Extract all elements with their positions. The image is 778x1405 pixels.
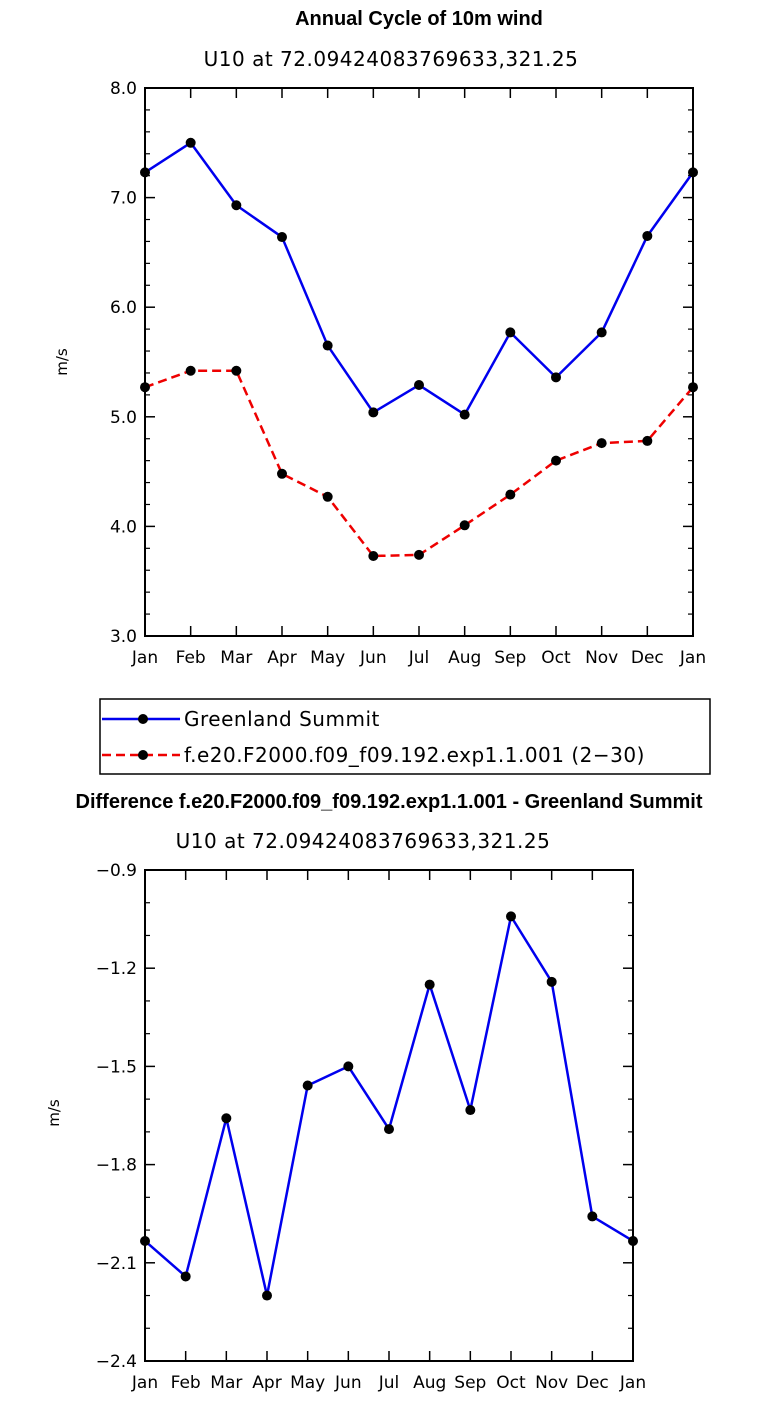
- top-series-1-point: [505, 489, 516, 500]
- bottom-series-0-point: [384, 1124, 394, 1135]
- top-y-tick-label: 8.0: [110, 79, 137, 99]
- top-y-tick-label: 4.0: [110, 517, 137, 537]
- top-series-1-point: [368, 550, 379, 561]
- legend-label-greenland-summit: Greenland Summit: [184, 707, 380, 731]
- top-series-0-point: [459, 409, 470, 420]
- bottom-series-0-point: [506, 911, 516, 922]
- bottom-y-tick-label: −1.2: [96, 959, 137, 979]
- top-chart-y-axis-label: m/s: [53, 348, 71, 376]
- bottom-series-0-point: [180, 1271, 191, 1282]
- top-series-1-point: [551, 455, 561, 466]
- top-x-tick-label: Sep: [494, 648, 526, 668]
- bottom-x-tick-label: Sep: [454, 1373, 486, 1393]
- bottom-x-tick-label: Jun: [334, 1373, 362, 1393]
- bottom-x-tick-label: Oct: [496, 1373, 526, 1393]
- top-x-tick-label: Jan: [679, 648, 706, 668]
- bottom-chart-subtitle: U10 at 72.09424083769633,321.25: [176, 829, 551, 853]
- top-series-0-point: [596, 327, 607, 338]
- top-series-0-point: [688, 167, 698, 178]
- top-x-tick-label: Apr: [267, 648, 296, 668]
- bottom-x-tick-label: Jan: [619, 1373, 646, 1393]
- bottom-series-line-0: [144, 915, 634, 1297]
- bottom-y-tick-label: −2.4: [96, 1352, 137, 1372]
- bottom-x-tick-label: Dec: [576, 1373, 609, 1393]
- bottom-series-0-point: [140, 1235, 150, 1246]
- top-x-tick-label: Dec: [631, 648, 664, 668]
- top-x-tick-label: Jan: [131, 648, 158, 668]
- top-x-tick-label: May: [310, 648, 345, 668]
- bottom-series-0-point: [302, 1080, 313, 1091]
- bottom-x-tick-label: Apr: [252, 1373, 281, 1393]
- bottom-series-0-point: [546, 976, 557, 987]
- top-series-1-point: [322, 491, 333, 502]
- legend-box: [99, 698, 711, 775]
- top-chart-subtitle: U10 at 72.09424083769633,321.25: [204, 47, 579, 71]
- bottom-series-0-point: [424, 979, 435, 990]
- top-series-0-point: [140, 167, 150, 178]
- top-x-tick-label: Nov: [585, 648, 618, 668]
- legend-marker-greenland-summit: [138, 714, 148, 724]
- bottom-x-tick-label: Aug: [413, 1373, 446, 1393]
- top-y-tick-label: 3.0: [110, 627, 137, 647]
- top-series-1-point: [231, 365, 242, 376]
- top-series-0-point: [277, 232, 287, 243]
- bottom-series-0-point: [465, 1105, 476, 1116]
- top-series-line-1: [144, 369, 694, 558]
- top-series-1-point: [185, 365, 196, 376]
- bottom-y-tick-label: −1.5: [96, 1057, 137, 1077]
- top-series-1-point: [414, 549, 424, 560]
- bottom-chart-y-axis-label: m/s: [45, 1099, 63, 1127]
- legend-marker-model: [138, 750, 148, 760]
- top-series-0-point: [505, 327, 516, 338]
- top-series-0-point: [368, 407, 379, 418]
- top-chart-plot: Jan Feb Mar Apr May Jun Jul Aug Sep Oct Nov Dec Jan3…: [110, 79, 706, 668]
- top-x-tick-label: Aug: [448, 648, 481, 668]
- bottom-series-0-point: [221, 1113, 232, 1124]
- bottom-chart-title: Difference f.e20.F2000.f09_f09.192.exp1.…: [76, 791, 703, 813]
- top-series-1-point: [140, 382, 150, 393]
- top-x-tick-label: Jun: [359, 648, 387, 668]
- top-series-1-point: [642, 435, 653, 446]
- top-series-line-0: [144, 141, 695, 416]
- bottom-plot-frame: [144, 869, 634, 1362]
- bottom-y-tick-label: −2.1: [96, 1254, 137, 1274]
- top-series-1-point: [596, 438, 607, 449]
- top-y-tick-label: 7.0: [110, 189, 137, 209]
- bottom-x-tick-label: Feb: [171, 1373, 201, 1393]
- bottom-series-0-point: [587, 1211, 598, 1222]
- bottom-y-tick-label: −0.9: [96, 861, 137, 881]
- top-series-0-point: [414, 380, 424, 391]
- top-series-0-point: [185, 137, 196, 148]
- top-y-tick-label: 5.0: [110, 408, 137, 428]
- top-y-tick-label: 6.0: [110, 298, 137, 318]
- top-series-0-point: [231, 200, 242, 211]
- bottom-series-0-point: [343, 1061, 354, 1072]
- top-x-tick-label: Jul: [408, 648, 430, 668]
- legend-label-model: f.e20.F2000.f09_f09.192.exp1.1.001 (2−30…: [184, 743, 645, 767]
- bottom-y-tick-label: −1.8: [96, 1156, 137, 1176]
- bottom-x-tick-label: Nov: [535, 1373, 568, 1393]
- bottom-series-0-point: [262, 1290, 272, 1301]
- top-series-1-point: [459, 520, 470, 531]
- bottom-x-tick-label: Jul: [378, 1373, 400, 1393]
- top-series-0-point: [322, 340, 333, 351]
- bottom-x-tick-label: May: [290, 1373, 325, 1393]
- top-x-tick-label: Feb: [176, 648, 206, 668]
- legend: Greenland Summit f.e20.F2000.f09_f09.192…: [99, 698, 711, 775]
- top-series-1-point: [277, 468, 287, 479]
- top-series-1-point: [688, 382, 698, 393]
- top-series-0-point: [551, 372, 561, 383]
- bottom-x-tick-label: Mar: [210, 1373, 242, 1393]
- bottom-chart-plot: Jan Feb Mar Apr May Jun Jul Aug Sep Oct Nov Dec Jan−…: [96, 861, 646, 1393]
- top-chart-title: Annual Cycle of 10m wind: [295, 8, 543, 30]
- top-x-tick-label: Mar: [220, 648, 252, 668]
- bottom-series-0-point: [628, 1235, 638, 1246]
- top-x-tick-label: Oct: [541, 648, 571, 668]
- top-series-0-point: [642, 230, 653, 241]
- bottom-x-tick-label: Jan: [131, 1373, 158, 1393]
